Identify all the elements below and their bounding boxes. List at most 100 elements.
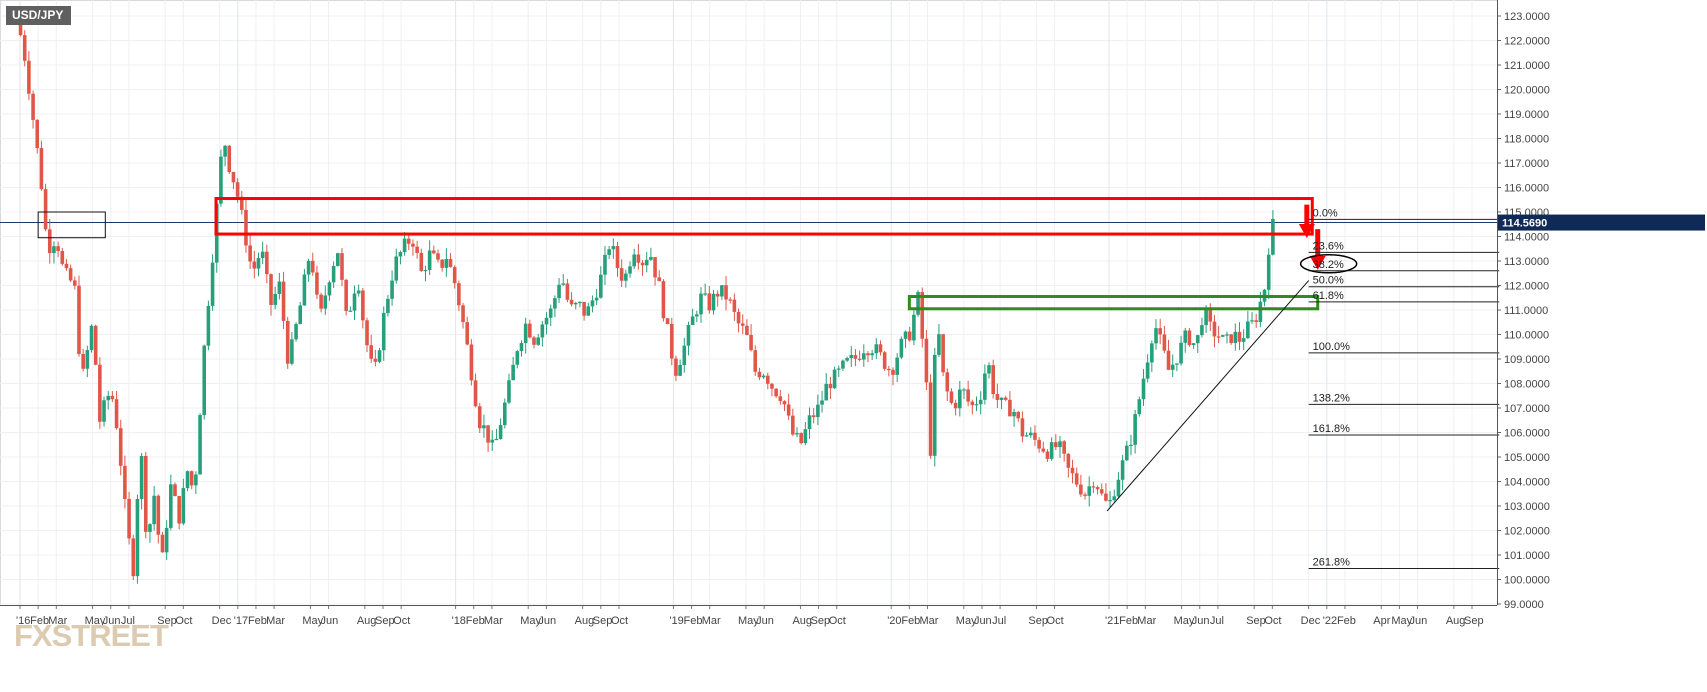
x-tick-label: Jun: [974, 615, 992, 627]
x-tick-label: '21: [1105, 615, 1119, 627]
symbol-label[interactable]: USD/JPY: [6, 6, 72, 25]
x-tick-label: Dec: [1301, 615, 1321, 627]
candle-body: [402, 238, 407, 253]
candle-body: [269, 274, 273, 305]
x-tick-label: Sep: [593, 615, 613, 627]
y-tick-label: 116.0000: [1504, 183, 1549, 195]
candle-body: [686, 324, 691, 346]
candle-body: [273, 293, 277, 305]
candle-body: [920, 292, 925, 339]
candle-body: [486, 425, 490, 443]
candle-body: [682, 345, 687, 366]
candle-body: [532, 337, 536, 345]
candle-body: [1271, 218, 1275, 255]
candle-body: [987, 365, 991, 374]
candle-body: [707, 293, 712, 311]
candle-body: [490, 439, 495, 443]
x-tick-label: '17: [234, 615, 248, 627]
candle-body: [352, 293, 357, 311]
candle-body: [1254, 320, 1258, 323]
x-tick-label: May: [520, 615, 541, 627]
candle-body: [290, 339, 294, 364]
candle-body: [765, 375, 770, 384]
candle-body: [1108, 500, 1112, 502]
candle-body: [624, 273, 628, 281]
candle-body: [302, 274, 307, 306]
x-tick-label: Sep: [1246, 615, 1266, 627]
candle-body: [294, 324, 298, 340]
candle-body: [22, 35, 27, 61]
candle-body: [239, 196, 244, 210]
candle-body: [845, 358, 849, 361]
left-range-box: [37, 211, 106, 239]
fib-level-label: 38.2%: [1313, 259, 1344, 271]
y-tick-label: 105.0000: [1504, 452, 1550, 464]
candle-body: [791, 415, 795, 435]
candle-body: [164, 527, 169, 553]
candle-body: [799, 433, 803, 444]
candle-body: [895, 357, 899, 375]
x-tick-label: '16: [16, 615, 30, 627]
candle-body: [1250, 320, 1254, 322]
candle-body: [1162, 334, 1167, 351]
candle-body: [736, 311, 741, 324]
candle-body: [35, 119, 40, 149]
price-axis[interactable]: 123.0000 122.0000 121.0000 120.0000 119.0000…: [1497, 0, 1705, 611]
candle-body: [189, 471, 194, 486]
candle-body: [515, 351, 520, 365]
down-arrow-head: [1309, 255, 1326, 270]
x-tick-label: '20: [887, 615, 901, 627]
candle-body: [502, 402, 507, 426]
y-tick-label: 110.0000: [1504, 330, 1549, 342]
candle-body: [127, 498, 131, 539]
candle-body: [56, 246, 60, 252]
candle-body: [1133, 414, 1137, 445]
y-tick-label: 118.0000: [1504, 134, 1549, 146]
candle-body: [669, 323, 674, 359]
candle-body: [1054, 442, 1058, 448]
candle-body: [440, 259, 444, 268]
candle-body: [1137, 399, 1142, 415]
candle-body: [285, 320, 290, 364]
y-tick-label: 114.0000: [1504, 232, 1549, 244]
candle-body: [102, 400, 106, 422]
candle-body: [1066, 453, 1071, 468]
candle-body: [715, 293, 720, 297]
candle-body: [937, 334, 941, 355]
candle-body: [419, 252, 424, 271]
candle-body: [465, 322, 470, 345]
candle-body: [1008, 399, 1012, 417]
candle-body: [962, 389, 966, 391]
x-tick-label: Feb: [30, 615, 49, 627]
candle-body: [1083, 494, 1087, 496]
x-tick-label: Mar: [266, 615, 285, 627]
candle-body: [782, 401, 787, 405]
candle-body: [344, 279, 348, 311]
candle-body: [327, 282, 332, 296]
candle-body: [231, 171, 236, 183]
candle-body: [473, 380, 478, 407]
candle-body: [482, 425, 486, 429]
candle-body: [928, 382, 933, 456]
x-tick-label: Jun: [103, 615, 121, 627]
candle-body: [565, 283, 570, 300]
candle-body: [891, 369, 895, 375]
candle-body: [607, 249, 611, 255]
candle-body: [615, 246, 620, 269]
fib-level-label: 50.0%: [1313, 275, 1344, 287]
candle-body: [436, 253, 440, 260]
candle-body: [582, 301, 586, 316]
candle-body: [1074, 473, 1079, 485]
candle-body: [519, 343, 524, 352]
y-tick-label: 99.0000: [1504, 599, 1544, 611]
candle-body: [828, 383, 833, 389]
candle-body: [394, 256, 399, 281]
x-tick-label: Mar: [484, 615, 503, 627]
candle-body: [544, 317, 549, 325]
candle-body: [866, 353, 870, 356]
x-tick-label: Oct: [175, 615, 192, 627]
candle-body: [628, 266, 632, 274]
candle-body: [390, 280, 394, 299]
